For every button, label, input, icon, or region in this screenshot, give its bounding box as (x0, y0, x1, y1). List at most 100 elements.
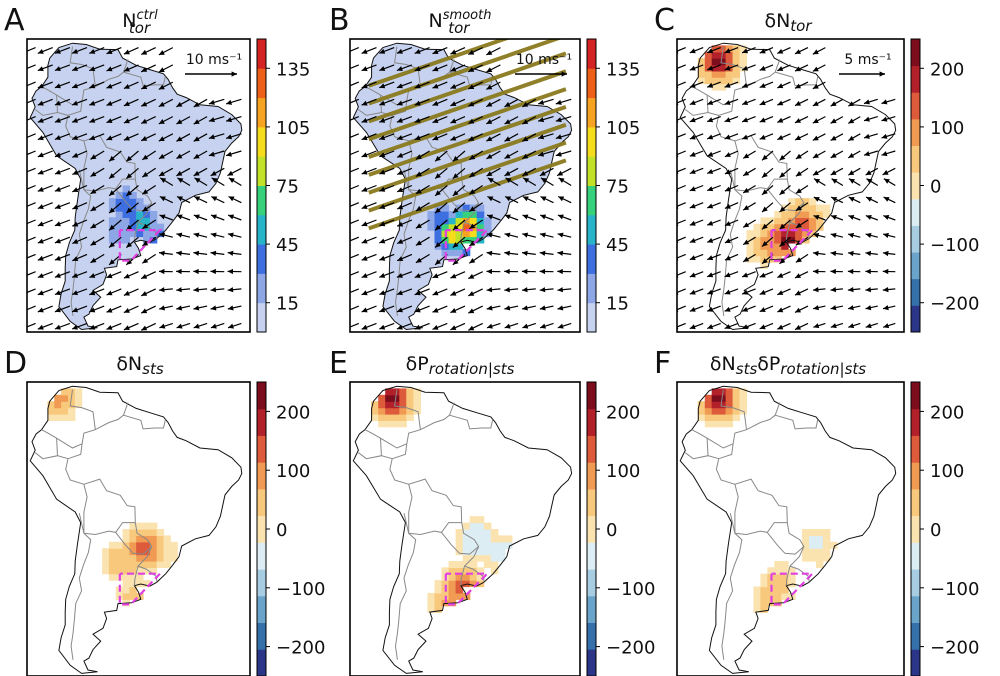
wind-arrow-head (522, 170, 529, 176)
wind-arrow-head (504, 136, 511, 142)
field-cell (102, 548, 110, 556)
wind-arrow-head (90, 257, 97, 263)
wind-arrow-head (848, 323, 855, 329)
wind-arrow-head (707, 255, 714, 261)
wind-arrow-head (522, 305, 528, 311)
wind-arrow-head (504, 101, 511, 107)
field-cell (129, 191, 137, 199)
colorbar-segment (911, 145, 920, 173)
field-cell (434, 217, 443, 225)
field-cell (448, 567, 457, 575)
coastline (352, 385, 573, 674)
wind-arrow-head (227, 287, 234, 293)
wind-arrow-shaft (350, 116, 360, 121)
field-cell (788, 198, 796, 206)
wind-arrow-head (864, 99, 870, 105)
field-cell (795, 217, 803, 225)
colorbar-segment (587, 595, 596, 623)
wind-arrow-head (72, 238, 79, 244)
wind-arrow-head (344, 239, 350, 244)
wind-arrow-head (504, 305, 511, 311)
country-border (41, 429, 83, 449)
field-cell (781, 561, 789, 568)
country-border (394, 46, 421, 87)
wind-arrow-head (379, 204, 386, 209)
wind-arrow-head (504, 119, 511, 124)
wind-arrow-head (539, 268, 546, 275)
field-cell (149, 522, 158, 530)
field-cell (448, 592, 457, 600)
panel-a: A Nctrl tor 10 ms⁻¹ 135 105 75 45 15 (4, 3, 310, 333)
wind-arrow-head (90, 240, 97, 246)
country-border (734, 135, 788, 190)
field-cell (483, 535, 492, 543)
wind-arrow-head (106, 135, 113, 141)
wind-vectors (677, 47, 896, 331)
field-cell (760, 217, 768, 225)
wind-arrow-head (141, 136, 148, 141)
field-cell (469, 516, 478, 524)
wind-arrow-head (883, 178, 890, 184)
wind-arrow-head (21, 239, 27, 244)
wind-arrow-head (777, 117, 784, 123)
field-cell (149, 561, 158, 568)
country-border (69, 389, 96, 430)
colorbar-segment (587, 273, 596, 304)
wind-arrow-head (486, 153, 493, 159)
wind-arrow-head (210, 305, 217, 311)
wind-arrow-shaft (350, 98, 360, 104)
wind-arrow-head (379, 100, 386, 106)
wind-arrow-head (762, 154, 768, 161)
field-cell (711, 394, 720, 402)
wind-arrow-head (37, 290, 44, 296)
colorbar-segment (911, 462, 920, 490)
field-cell (774, 249, 782, 257)
wind-arrow-head (539, 287, 546, 293)
field-cell (371, 407, 379, 415)
wind-arrow-head (344, 273, 350, 278)
field-cell (697, 414, 706, 421)
field-cell (61, 401, 69, 409)
field-cell (108, 541, 117, 549)
wind-arrow-head (743, 187, 750, 193)
wind-arrow-head (812, 118, 819, 124)
wind-arrow-head (486, 250, 493, 256)
wind-arrow-head (883, 323, 890, 329)
wind-arrow-head (228, 214, 235, 220)
wind-arrow-head (557, 268, 563, 275)
field-cell (129, 522, 137, 530)
field-cell (143, 541, 151, 549)
field-cell (760, 242, 768, 250)
field-cell (61, 407, 69, 415)
wind-arrow-head (759, 289, 766, 295)
wind-arrow-head (414, 49, 421, 54)
wind-arrow-head (226, 117, 232, 123)
wind-arrow-head (109, 155, 115, 162)
wind-arrow-head (414, 135, 421, 141)
field-cell (54, 401, 62, 409)
wind-arrow-head (54, 290, 61, 296)
colorbar-tick-label: 200 (606, 402, 640, 423)
coastline (679, 42, 897, 331)
field-cell (746, 242, 754, 250)
field-cell (711, 51, 720, 59)
field-cell (732, 407, 741, 415)
wind-arrow-head (759, 307, 766, 312)
field-cell (809, 529, 817, 536)
wind-arrow-shaft (27, 202, 36, 207)
wind-arrow-head (361, 169, 368, 175)
field-cell (122, 211, 130, 218)
wind-arrow-head (193, 250, 200, 256)
field-cell (476, 516, 485, 524)
wind-arrow-head (469, 154, 476, 160)
field-cell (156, 541, 165, 549)
field-cell (427, 592, 435, 600)
wind-arrow-head (414, 324, 421, 330)
field-cell (143, 236, 151, 244)
wind-arrow-head (379, 238, 386, 244)
field-cell (816, 561, 824, 568)
colorbar-tick-label: 45 (276, 235, 299, 256)
wind-arrow-head (743, 256, 750, 262)
field-cell (74, 394, 83, 402)
title-sub: tor (129, 19, 151, 37)
